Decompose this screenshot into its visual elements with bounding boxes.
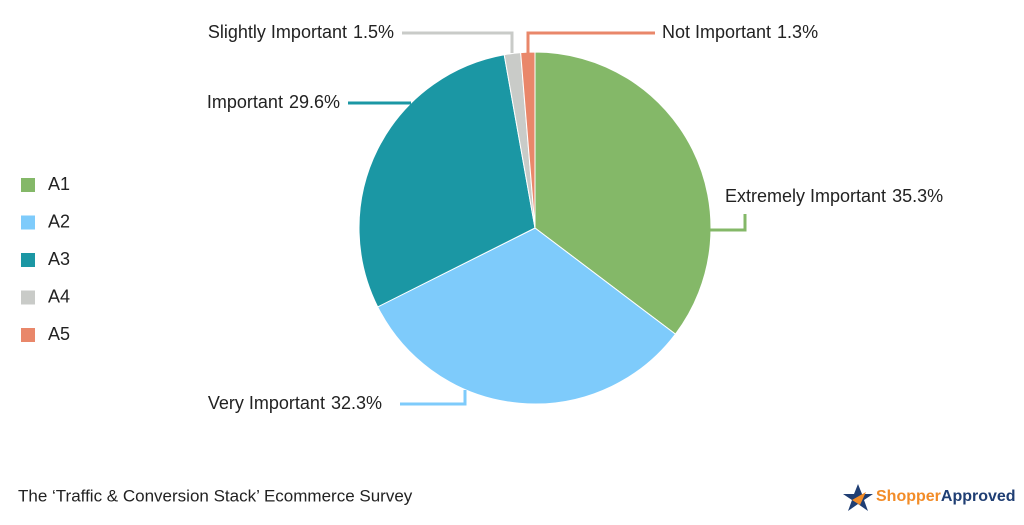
legend-label: A5 — [48, 324, 70, 344]
brand-part: Approved — [941, 488, 1016, 505]
legend-label: A3 — [48, 249, 70, 269]
slice-label: Not Important 1.3% — [662, 22, 818, 42]
legend-label: A4 — [48, 286, 70, 306]
value-label: 1.5% — [353, 22, 394, 42]
pie-slice — [534, 51, 712, 335]
legend-swatch — [21, 253, 35, 267]
legend-swatch — [21, 215, 35, 230]
slice-label: Extremely Important 35.3% — [725, 186, 943, 206]
logo-text: ShopperApproved — [876, 488, 1016, 505]
logo-accent — [852, 492, 866, 505]
value-label: 29.6% — [289, 92, 340, 112]
pie-slice — [377, 227, 677, 405]
legend-swatch — [21, 328, 35, 342]
slice-label: Important 29.6% — [207, 92, 340, 112]
slice-name: Slightly Important — [208, 22, 347, 42]
caption: The ‘Traffic & Conversion Stack’ Ecommer… — [18, 486, 413, 505]
slice-name: Not Important — [662, 22, 771, 42]
slice-label: Very Important 32.3% — [208, 393, 382, 413]
legend-label: A1 — [48, 174, 70, 194]
pie-slice — [358, 54, 536, 308]
slice-label: Slightly Important 1.5% — [208, 22, 394, 42]
logo: ShopperApproved — [843, 484, 1016, 511]
slice-name: Important — [207, 92, 283, 112]
legend-label: A2 — [48, 211, 70, 231]
leader-line — [400, 390, 467, 406]
leader-line — [700, 214, 747, 232]
value-label: 35.3% — [892, 186, 943, 206]
slice-name: Very Important — [208, 393, 325, 413]
value-label: 1.3% — [777, 22, 818, 42]
leader-line — [526, 31, 655, 53]
legend-swatch — [21, 178, 35, 192]
value-label: 32.3% — [331, 393, 382, 413]
legend-swatch — [21, 290, 35, 305]
brand-part: Shopper — [876, 488, 941, 505]
slice-name: Extremely Important — [725, 186, 886, 206]
leader-line — [402, 31, 514, 53]
